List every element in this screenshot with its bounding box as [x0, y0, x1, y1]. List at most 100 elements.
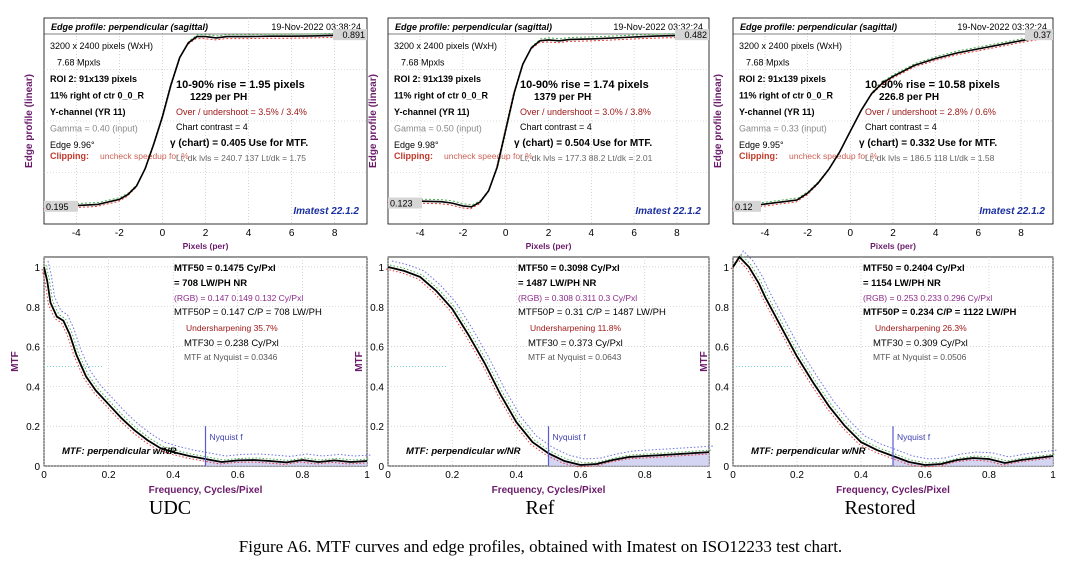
mtf-y-tick-label: 0	[723, 462, 729, 473]
edge-date: 19-Nov-2022 03:32:24	[613, 22, 703, 32]
mtf-x-tick-label: 0	[385, 470, 391, 481]
mtf-lwph-text: = 708 LW/PH NR	[174, 278, 247, 289]
mtf-x-tick-label: 0.4	[166, 470, 180, 481]
mtf-sharpening-text: Undersharpening 35.7%	[186, 323, 278, 333]
mtf50p-text: MTF50P = 0.31 C/P = 1487 LW/PH	[518, 307, 666, 318]
edge-x-axis-label: Pixels (per)	[870, 241, 916, 251]
mtf50p-text: MTF50P = 0.147 C/P = 708 LW/PH	[174, 307, 322, 318]
edge-info-line: Edge 9.98°	[394, 140, 439, 150]
mtf-x-tick-label: 0.8	[638, 470, 652, 481]
edge-x-tick-label: -2	[115, 228, 124, 239]
mtf-x-tick-label: 0.2	[790, 470, 804, 481]
edge-info-line: Edge 9.95°	[739, 140, 784, 150]
edge-x-tick-label: -4	[761, 228, 770, 239]
mtf-x-tick-label: 1	[706, 470, 712, 481]
subcaption-ref: Ref	[525, 497, 555, 519]
edge-x-tick-label: 4	[589, 228, 595, 239]
mtf-curve-red	[385, 268, 708, 468]
edge-curve-red	[386, 36, 709, 210]
mtf-y-tick-label: 0.2	[370, 422, 384, 433]
edge-contrast: Chart contrast = 4	[176, 122, 248, 132]
edge-clipping-label: Clipping:	[739, 151, 778, 161]
edge-y-axis-label: Edge profile (linear)	[368, 74, 379, 168]
edge-low-label: 0.123	[390, 199, 413, 209]
edge-levels: Lt, dk lvls = 177.3 88.2 Lt/dk = 2.01	[520, 153, 653, 163]
mtf-curve-green	[389, 264, 712, 464]
edge-x-tick-label: 2	[890, 228, 896, 239]
edge-contrast: Chart contrast = 4	[520, 122, 592, 132]
edge-clipping-label: Clipping:	[394, 151, 433, 161]
mtf30-text: MTF30 = 0.238 Cy/Pxl	[184, 338, 279, 349]
mtf-y-tick-label: 0.6	[26, 343, 40, 354]
mtf-rgb-text: (RGB) = 0.308 0.311 0.3 Cy/Pxl	[518, 293, 637, 303]
mtf50-text: MTF50 = 0.1475 Cy/Pxl	[174, 263, 276, 274]
mtf-x-tick-label: 0.2	[102, 470, 116, 481]
mtf-x-axis-label: Frequency, Cycles/Pixel	[836, 485, 950, 496]
mtf-curve-blue	[391, 260, 714, 460]
mtf50p-text: MTF50P = 0.234 C/P = 1122 LW/PH	[863, 307, 1016, 318]
mtf-x-tick-label: 0.2	[445, 470, 459, 481]
mtf-x-axis-label: Frequency, Cycles/Pixel	[492, 485, 606, 496]
edge-panel-udc: -4 -2 0 2 4 6 8 Pixels (per) Edge profile (linea…	[24, 17, 369, 251]
mtf-y-axis-label: MTF	[10, 351, 21, 372]
edge-x-tick-label: -2	[803, 228, 812, 239]
mtf-y-tick-label: 0.4	[370, 382, 384, 393]
edge-info-line: 3200 x 2400 pixels (WxH)	[50, 41, 153, 51]
mtf-x-tick-label: 0.4	[854, 470, 868, 481]
edge-x-tick-label: 4	[246, 228, 252, 239]
mtf-y-axis-label: MTF	[354, 351, 365, 372]
edge-x-tick-label: -4	[72, 228, 81, 239]
mtf-y-tick-label: 1	[34, 263, 40, 274]
edge-curve	[732, 34, 1054, 208]
edge-info-line: Gamma = 0.50 (input)	[394, 124, 482, 134]
edge-levels: Lt, dk lvls = 240.7 137 Lt/dk = 1.75	[176, 153, 306, 163]
edge-low-badge	[44, 200, 78, 212]
mtf-curve-blue	[47, 260, 372, 457]
edge-high-label: 0.37	[1033, 30, 1051, 40]
mtf-nyquist-value-text: MTF at Nyquist = 0.0643	[528, 352, 622, 362]
mtf-lwph-text: = 1487 LW/PH NR	[518, 278, 597, 289]
mtf-y-tick-label: 0	[34, 462, 40, 473]
mtf-x-tick-label: 0.6	[574, 470, 588, 481]
mtf-y-tick-label: 0.8	[26, 303, 40, 314]
mtf30-text: MTF30 = 0.373 Cy/Pxl	[528, 338, 623, 349]
mtf-curve-red	[41, 268, 366, 465]
mtf-x-tick-label: 0.4	[509, 470, 523, 481]
mtf-y-tick-label: 0.8	[715, 303, 729, 314]
mtf50-text: MTF50 = 0.3098 Cy/Pxl	[518, 263, 620, 274]
edge-x-axis-label: Pixels (per)	[526, 241, 572, 251]
mtf-curve	[732, 255, 1054, 466]
edge-clipping-note: uncheck speedup for %	[789, 151, 878, 161]
edge-overshoot: Over / undershoot = 3.5% / 3.4%	[176, 107, 307, 117]
mtf-nyquist-value-text: MTF at Nyquist = 0.0346	[184, 352, 278, 362]
edge-per-ph: 226.8 per PH	[879, 92, 939, 103]
mtf-curve-green	[45, 264, 370, 461]
edge-curve-green	[388, 32, 711, 206]
mtf-y-tick-label: 0	[378, 462, 384, 473]
edge-title: Edge profile: perpendicular (sagittal)	[740, 22, 897, 32]
subcaption-udc: UDC	[148, 497, 192, 519]
mtf-x-tick-label: 0.8	[982, 470, 996, 481]
mtf-sharpening-text: Undersharpening 26.3%	[875, 323, 967, 333]
edge-x-tick-label: 6	[976, 228, 982, 239]
edge-info-line: Gamma = 0.33 (input)	[739, 124, 827, 134]
edge-info-line: 3200 x 2400 pixels (WxH)	[394, 41, 497, 51]
figure-caption: Figure A6. MTF curves and edge profiles,…	[238, 537, 843, 556]
edge-rise: 10-90% rise = 1.74 pixels	[520, 79, 649, 91]
edge-info-line: 7.68 Mpxls	[746, 58, 790, 68]
edge-low-label: 0.195	[46, 202, 69, 212]
edge-per-ph: 1229 per PH	[190, 92, 247, 103]
edge-gamma-chart: γ (chart) = 0.504 Use for MTF.	[514, 138, 652, 149]
edge-curve	[387, 34, 710, 208]
edge-gamma-chart: γ (chart) = 0.405 Use for MTF.	[170, 138, 308, 149]
edge-panel-restored: -4 -2 0 2 4 6 8 Pixels (per) Edge profile (linea…	[713, 17, 1055, 251]
edge-x-tick-label: 4	[933, 228, 939, 239]
mtf-rgb-text: (RGB) = 0.147 0.149 0.132 Cy/Pxl	[174, 293, 303, 303]
edge-curve	[43, 34, 368, 208]
edge-title: Edge profile: perpendicular (sagittal)	[395, 22, 552, 32]
mtf-y-tick-label: 0.4	[715, 382, 729, 393]
edge-info-line: 11% right of ctr 0_0_R	[50, 91, 145, 101]
mtf-y-tick-label: 1	[723, 263, 729, 274]
